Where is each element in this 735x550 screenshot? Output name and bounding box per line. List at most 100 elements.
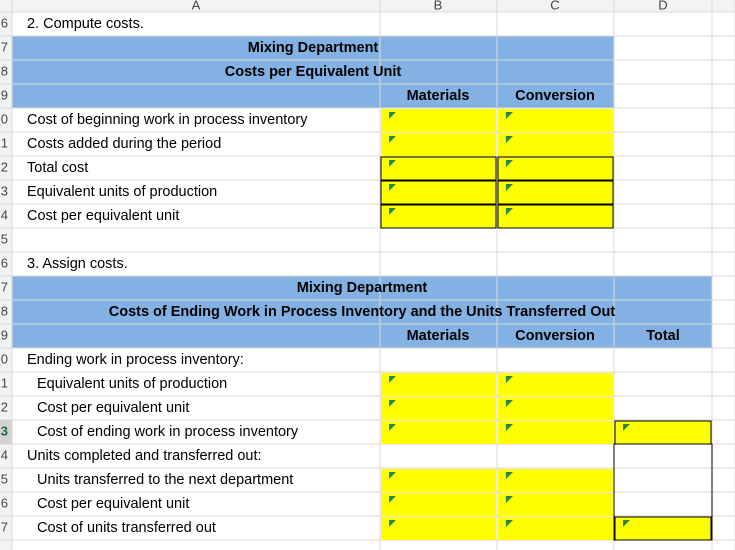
selected-row-header <box>0 420 12 444</box>
input-cell[interactable] <box>381 397 496 420</box>
cell-flag <box>506 112 513 119</box>
row-label: Equivalent units of production <box>27 184 217 200</box>
cell-flag <box>506 520 513 527</box>
column-label: Total <box>646 328 680 344</box>
cell-flag <box>389 208 396 215</box>
input-cell[interactable] <box>381 109 496 132</box>
input-cell[interactable] <box>498 469 613 492</box>
row-header: 6 <box>1 495 8 510</box>
input-cell[interactable] <box>380 156 497 181</box>
cell-flag <box>389 376 396 383</box>
table-subtitle: Costs of Ending Work in Process Inventor… <box>109 304 616 320</box>
row-header: 6 <box>1 15 8 30</box>
row-label: Cost per equivalent unit <box>27 208 179 224</box>
row-label: Cost per equivalent unit <box>37 496 189 512</box>
cell-flag <box>506 160 513 167</box>
cell-flag <box>389 472 396 479</box>
row-header: 4 <box>1 207 8 222</box>
row-header: 4 <box>1 447 8 462</box>
row-header: 2 <box>1 159 8 174</box>
cell-flag <box>506 184 513 191</box>
row-label: Total cost <box>27 160 88 176</box>
input-cell[interactable] <box>498 493 613 516</box>
cell-flag <box>506 424 513 431</box>
input-cell[interactable] <box>498 397 613 420</box>
column-label: Conversion <box>515 88 595 104</box>
row-label: Cost of beginning work in process invent… <box>27 112 308 128</box>
cell-flag <box>389 184 396 191</box>
cell-border <box>613 443 713 541</box>
input-cell[interactable] <box>497 180 614 205</box>
row-label: Units completed and transferred out: <box>27 448 262 464</box>
row-header: 1 <box>1 375 8 390</box>
input-cell[interactable] <box>498 517 613 540</box>
cell-flag <box>389 136 396 143</box>
section-header-fill <box>12 276 712 348</box>
cell-flag <box>389 160 396 167</box>
row-label: Cost of ending work in process inventory <box>37 424 299 440</box>
input-cell[interactable] <box>380 204 497 229</box>
row-label: Cost of units transferred out <box>37 520 216 536</box>
input-cell[interactable] <box>498 421 613 444</box>
row-label: Equivalent units of production <box>37 376 227 392</box>
row-header: 7 <box>1 519 8 534</box>
column-label: Materials <box>407 88 470 104</box>
input-cell[interactable] <box>498 373 613 396</box>
column-label: Conversion <box>515 328 595 344</box>
table-title: Mixing Department <box>297 280 428 296</box>
section-heading: 3. Assign costs. <box>27 256 128 272</box>
input-cell[interactable] <box>381 517 496 540</box>
column-label: Materials <box>407 328 470 344</box>
cell-flag <box>389 520 396 527</box>
input-cell[interactable] <box>498 109 613 132</box>
row-header-bar <box>0 12 12 550</box>
row-header: 7 <box>1 279 8 294</box>
row-header: 3 <box>1 423 8 438</box>
input-cell[interactable] <box>381 421 496 444</box>
column-header: A <box>192 0 201 12</box>
row-header: 0 <box>1 351 8 366</box>
row-header: 1 <box>1 135 8 150</box>
section-header-fill <box>12 36 614 108</box>
row-header: 2 <box>1 399 8 414</box>
row-header: 6 <box>1 255 8 270</box>
input-cell[interactable] <box>497 204 614 229</box>
cell-flag <box>506 472 513 479</box>
cell-flag <box>389 496 396 503</box>
input-cell[interactable] <box>381 469 496 492</box>
row-label: Ending work in process inventory: <box>27 352 244 368</box>
cell-flag <box>623 424 630 431</box>
input-cell[interactable] <box>380 180 497 205</box>
row-header: 5 <box>1 471 8 486</box>
column-header: B <box>434 0 443 12</box>
column-header-bar <box>0 0 735 12</box>
cell-flag <box>389 400 396 407</box>
input-cell[interactable] <box>381 373 496 396</box>
input-cell[interactable] <box>381 493 496 516</box>
row-label: Units transferred to the next department <box>37 472 293 488</box>
column-header: D <box>658 0 667 12</box>
cell-flag <box>506 136 513 143</box>
row-label: Cost per equivalent unit <box>37 400 189 416</box>
row-header: 9 <box>1 327 8 342</box>
cell-flag <box>389 424 396 431</box>
cell-flag <box>506 208 513 215</box>
table-title: Mixing Department <box>248 40 379 56</box>
cell-flag <box>506 496 513 503</box>
row-header: 5 <box>1 231 8 246</box>
table-subtitle: Costs per Equivalent Unit <box>225 64 402 80</box>
cell-flag <box>506 400 513 407</box>
input-cell[interactable] <box>498 133 613 156</box>
column-header: C <box>550 0 559 12</box>
row-header: 8 <box>1 303 8 318</box>
section-heading: 2. Compute costs. <box>27 16 144 32</box>
row-label: Costs added during the period <box>27 136 221 152</box>
cell-flag <box>389 112 396 119</box>
row-header: 9 <box>1 87 8 102</box>
input-cell[interactable] <box>381 133 496 156</box>
row-header: 8 <box>1 63 8 78</box>
row-header: 7 <box>1 39 8 54</box>
input-cell[interactable] <box>497 156 614 181</box>
row-header: 0 <box>1 111 8 126</box>
cell-flag <box>506 376 513 383</box>
